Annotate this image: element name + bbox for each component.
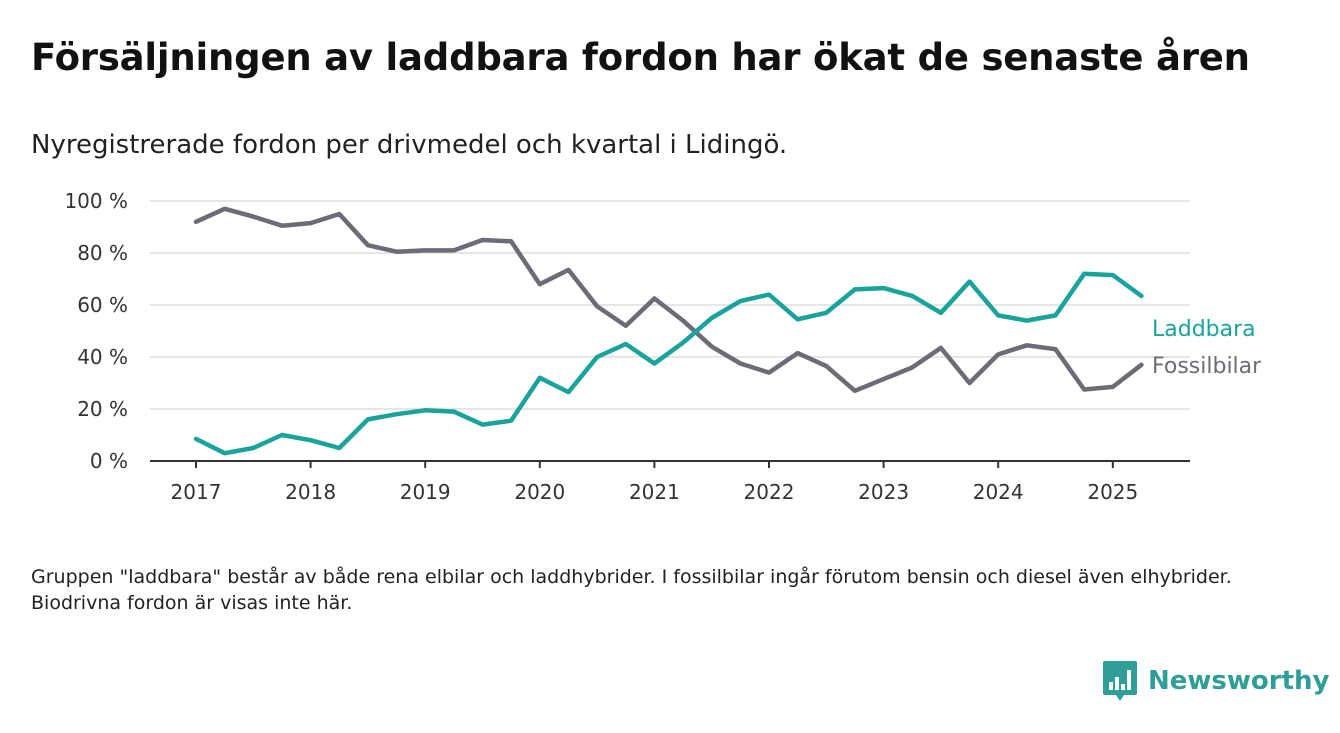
x-tick-label: 2023 bbox=[858, 480, 909, 504]
x-tick-label: 2021 bbox=[629, 480, 680, 504]
series-line-laddbara bbox=[193, 271, 1144, 456]
x-tick-label: 2024 bbox=[973, 480, 1024, 504]
brand-name: Newsworthy bbox=[1148, 666, 1330, 696]
chart-title: Försäljningen av laddbara fordon har öka… bbox=[31, 36, 1250, 79]
x-tick-label: 2020 bbox=[514, 480, 565, 504]
y-tick-label: 20 % bbox=[77, 397, 128, 421]
series-label-fossilbilar: Fossilbilar bbox=[1152, 354, 1262, 379]
y-tick-label: 80 % bbox=[77, 241, 128, 265]
footnote: Gruppen "laddbara" består av både rena e… bbox=[31, 566, 1232, 614]
x-tick-label: 2018 bbox=[285, 480, 336, 504]
y-tick-label: 0 % bbox=[90, 449, 128, 473]
y-tick-label: 60 % bbox=[77, 293, 128, 317]
line-chart: 0 % 20 % 40 % 60 % 80 % 100 % 2017 2018 2019 2020… bbox=[64, 189, 1262, 504]
series-label-laddbara: Laddbara bbox=[1152, 317, 1256, 342]
x-tick-label: 2019 bbox=[400, 480, 451, 504]
x-tick-label: 2025 bbox=[1087, 480, 1138, 504]
bar-chart-icon bbox=[1103, 661, 1137, 701]
y-tick-label: 40 % bbox=[77, 345, 128, 369]
chart-subtitle: Nyregistrerade fordon per drivmedel och … bbox=[31, 130, 788, 160]
x-tick-label: 2022 bbox=[744, 480, 795, 504]
x-tick-label: 2017 bbox=[171, 480, 222, 504]
series-line-fossilbilar bbox=[193, 206, 1144, 394]
y-tick-label: 100 % bbox=[64, 189, 128, 213]
brand-logo: Newsworthy bbox=[1102, 660, 1329, 702]
